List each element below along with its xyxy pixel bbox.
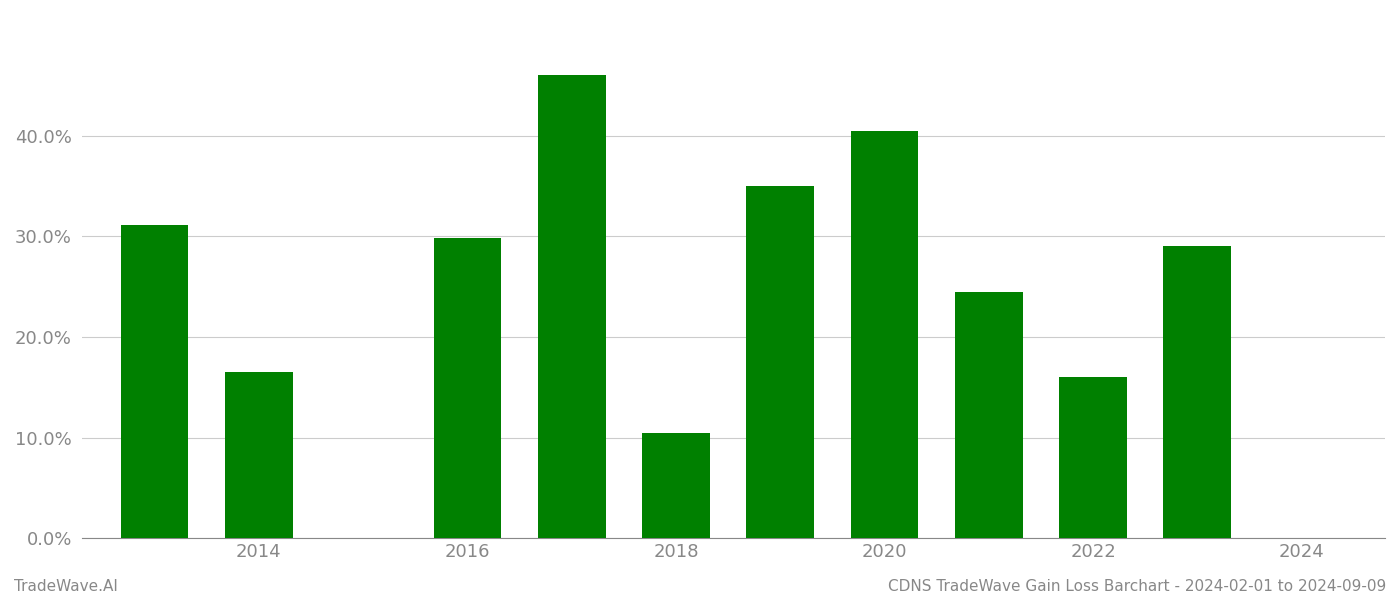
Bar [434,238,501,538]
Text: CDNS TradeWave Gain Loss Barchart - 2024-02-01 to 2024-09-09: CDNS TradeWave Gain Loss Barchart - 2024… [888,579,1386,594]
Bar [643,433,710,538]
Bar [1163,247,1231,538]
Bar [1060,377,1127,538]
Bar [746,186,815,538]
Bar [851,131,918,538]
Bar [538,76,606,538]
Bar [120,225,189,538]
Text: TradeWave.AI: TradeWave.AI [14,579,118,594]
Bar [955,292,1022,538]
Bar [225,372,293,538]
